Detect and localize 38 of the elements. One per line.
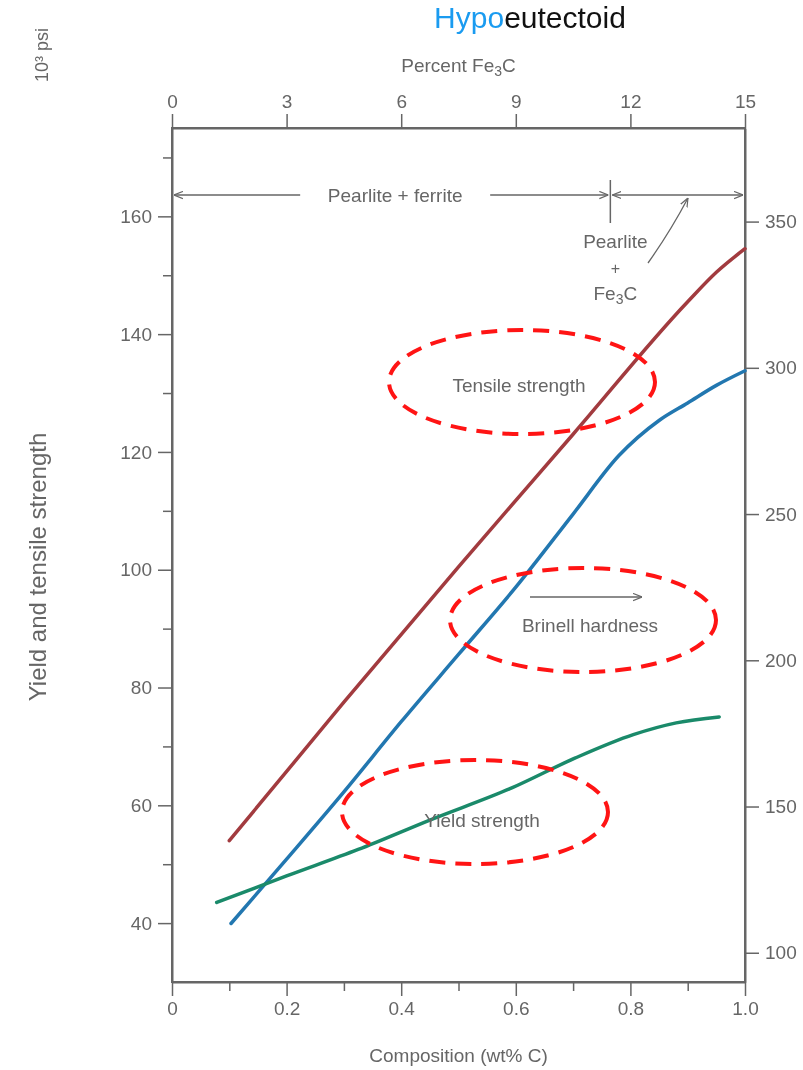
y-tick-label: 80 (130, 677, 152, 699)
x2-tick-label: 6 (396, 91, 407, 112)
y-tick-label: 60 (130, 794, 152, 816)
x-tick-label: 0.2 (273, 998, 301, 1020)
chart-title: Hypoeutectoid (434, 1, 626, 34)
y2-tick-label: 350 (765, 211, 797, 233)
x2-axis-title: Percent Fe$_{3}$C (401, 55, 516, 79)
y2-tick-label: 150 (765, 796, 797, 818)
x-tick-label: 0.6 (503, 998, 530, 1020)
y-tick-label: 40 (130, 912, 152, 934)
y-tick-label: 160 (120, 205, 152, 227)
y2-tick-label: 300 (765, 357, 797, 379)
x2-tick-label: 15 (734, 91, 757, 112)
annotation: Pearlite + Fe$_{3}$C (583, 231, 648, 307)
line-series (214, 715, 721, 905)
line-series (227, 246, 747, 843)
series-label: Tensile strength (452, 375, 586, 396)
y2-tick-label: 250 (765, 503, 797, 525)
series-label: Yield strength (424, 810, 540, 831)
x2-tick-label: 0 (167, 91, 178, 112)
y-tick-label: 120 (120, 441, 152, 463)
series-label: Brinell hardness (521, 615, 659, 636)
text: 10³ psi (32, 27, 52, 83)
y2-tick-label: 100 (765, 942, 797, 964)
x2-tick-label: 9 (511, 91, 522, 112)
x2-tick-label: 12 (620, 91, 642, 112)
x2-tick-label: 3 (281, 91, 293, 112)
x-tick-label: 0.4 (388, 998, 416, 1020)
x-tick-label: 0.8 (617, 998, 645, 1020)
y-tick-label: 100 (120, 559, 152, 581)
y-tick-label: 140 (120, 323, 152, 345)
line-series (229, 369, 747, 926)
y2-tick-label: 200 (765, 649, 797, 671)
annotation: Pearlite + ferrite (327, 185, 463, 206)
x-axis-title: Composition (wt% C) (369, 1045, 548, 1066)
x-tick-label: 0 (167, 998, 178, 1020)
x-tick-label: 1.0 (732, 998, 759, 1020)
y-axis-title: Yield and tensile strength (24, 432, 51, 702)
